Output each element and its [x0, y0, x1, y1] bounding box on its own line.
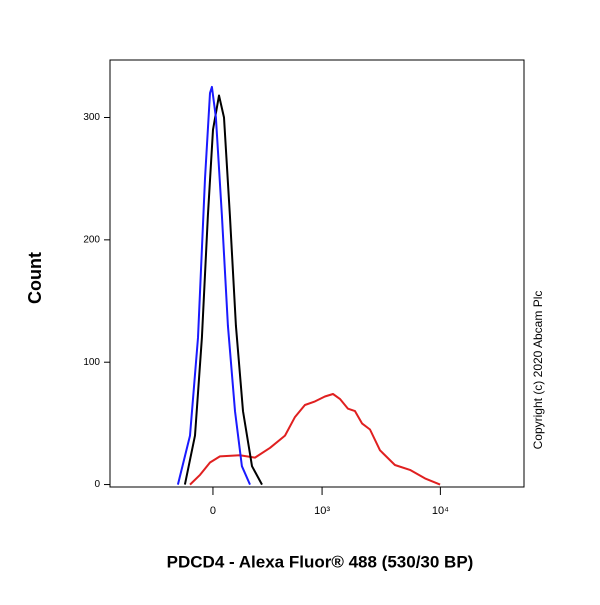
histogram-line [183, 94, 263, 486]
x-tick-label: 10³ [314, 505, 330, 517]
plot-frame [109, 59, 525, 488]
x-tick-label: 10⁴ [432, 505, 449, 517]
y-tick-label: 200 [83, 234, 100, 245]
histogram-line [189, 393, 441, 486]
y-tick-label: 300 [83, 112, 100, 123]
histogram-line [176, 85, 251, 486]
y-tick-label: 100 [83, 357, 100, 368]
copyright: Copyright (c) 2020 Abcam Plc [531, 291, 545, 450]
x-tick-label: 0 [210, 505, 216, 517]
y-axis-label: Count [25, 252, 45, 304]
x-axis-label: PDCD4 - Alexa Fluor® 488 (530/30 BP) [167, 552, 474, 571]
y-tick-label: 0 [94, 479, 100, 490]
